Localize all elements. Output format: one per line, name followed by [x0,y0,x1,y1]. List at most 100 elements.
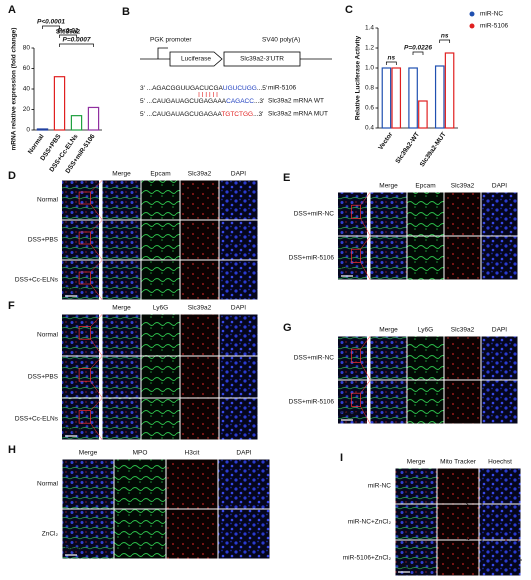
micrograph [481,192,518,236]
zoom-line [90,356,103,398]
micrograph [218,459,270,509]
luciferase-label: Luciferase [181,56,211,63]
micrograph [114,509,166,559]
y-tick-label: 0.6 [365,105,374,112]
row-label: miR-NC+ZnCl₂ [348,519,392,526]
y-tick-label: 0.4 [365,125,374,132]
micrograph [437,540,479,576]
row-label: DSS+PBS [28,237,59,244]
column-header: Merge [112,171,131,178]
zoom-line [360,336,371,380]
zoom-box [351,348,361,363]
row-label: Normal [37,197,59,204]
significance-label: P<0.0001 [37,19,65,26]
zoom-box [78,271,91,285]
panel-letter: B [122,6,130,18]
panel-b-diagram: PGK promoter Luciferase Slc39a2-3'UTR SV… [140,37,332,67]
sequence-part: ...5' [257,85,267,92]
micrograph [395,540,437,576]
row-label: Normal [37,332,59,339]
micrograph [479,468,521,504]
micrograph [444,236,481,280]
micrograph [437,468,479,504]
micrograph [166,459,218,509]
y-tick-label: 1.0 [365,65,374,72]
column-header: H3cit [185,450,200,457]
micrograph [444,380,481,424]
y-tick-label: 60 [23,65,31,72]
row-label: DSS+Cc-ELNs [15,277,59,284]
significance-bracket [42,25,60,29]
zoom-line [90,260,103,300]
sequence-label: miR-5106 [268,85,297,92]
zoom-line [360,236,371,280]
sequence: 5' ...CAUGAUAGCUGAGAAACAGACC...3' [140,98,264,105]
micrograph [407,236,444,280]
row-label: DSS+miR-5106 [289,255,335,262]
micrograph [141,260,180,300]
overview-image [62,356,99,398]
legend-marker [469,11,475,17]
micrograph [141,356,180,398]
micrograph [141,220,180,260]
significance-bracket [385,61,397,65]
significance-label: ns [441,33,449,40]
polya-label: SV40 poly(A) [262,37,300,44]
micrograph [444,192,481,236]
scale-bar-label: 50μm [341,411,357,418]
row-label: DSS+PBS [28,374,59,381]
micrograph [102,314,141,356]
micrograph [407,336,444,380]
sequence-part: 3' ...AGACGGUUGACUCGA [140,85,224,92]
zoom-box [78,410,91,424]
zoom-line [360,192,371,236]
micrograph [395,504,437,540]
row-label: ZnCl₂ [42,531,59,538]
overview-image [62,260,99,300]
micrograph [102,356,141,398]
significance-label: P=0.0226 [404,45,432,52]
row-label: miR-NC [368,483,391,490]
utr-label: Slc39a2-3'UTR [240,56,284,63]
micrograph [481,336,518,380]
micrograph [180,220,219,260]
x-tick-label: Vector [377,131,394,152]
zoom-line [360,380,371,424]
row-label: Normal [37,481,59,488]
micrograph [180,260,219,300]
overview-image [62,220,99,260]
zoom-box [351,248,361,263]
sequence: 5' ...CAUGAUAGCUGAGAATGTCTGG...3' [140,111,263,118]
promoter-arrow [157,47,168,59]
row-label: DSS+miR-NC [294,211,335,218]
promoter-label: PGK promoter [150,37,192,44]
column-header: DAPI [231,171,246,178]
y-axis-label: mRNA relative expression (fold change) [11,28,18,151]
column-header: Slc39a2 [188,171,212,178]
bar [408,67,418,129]
micrograph [479,540,521,576]
significance-label: P<0.01 [58,28,79,35]
significance-label: ns [388,55,396,62]
sequence-part: UGUCUGG [223,85,257,92]
row-label: DSS+Cc-ELNs [15,416,59,423]
panel-letter: E [283,172,290,184]
sequence-part: TGTCTGG [221,111,253,118]
micrograph [481,236,518,280]
y-tick-label: 0 [26,127,30,134]
sequence-part: CAGACC [226,98,254,105]
micrograph [62,509,114,559]
micrograph [141,180,180,220]
overview-image [338,236,367,280]
micrograph [180,398,219,440]
column-header: Merge [379,183,398,190]
bar [381,67,392,129]
micrograph [395,468,437,504]
x-tick-label: Slc39a2-WT [394,131,421,165]
micrograph [102,180,141,220]
y-tick-label: 1.4 [365,25,374,32]
column-header: Merge [407,459,426,466]
sequence-part: 5' ...CAUGAUAGCUGAGAAA [140,98,227,105]
micrograph [219,220,258,260]
zoom-box [78,231,91,245]
